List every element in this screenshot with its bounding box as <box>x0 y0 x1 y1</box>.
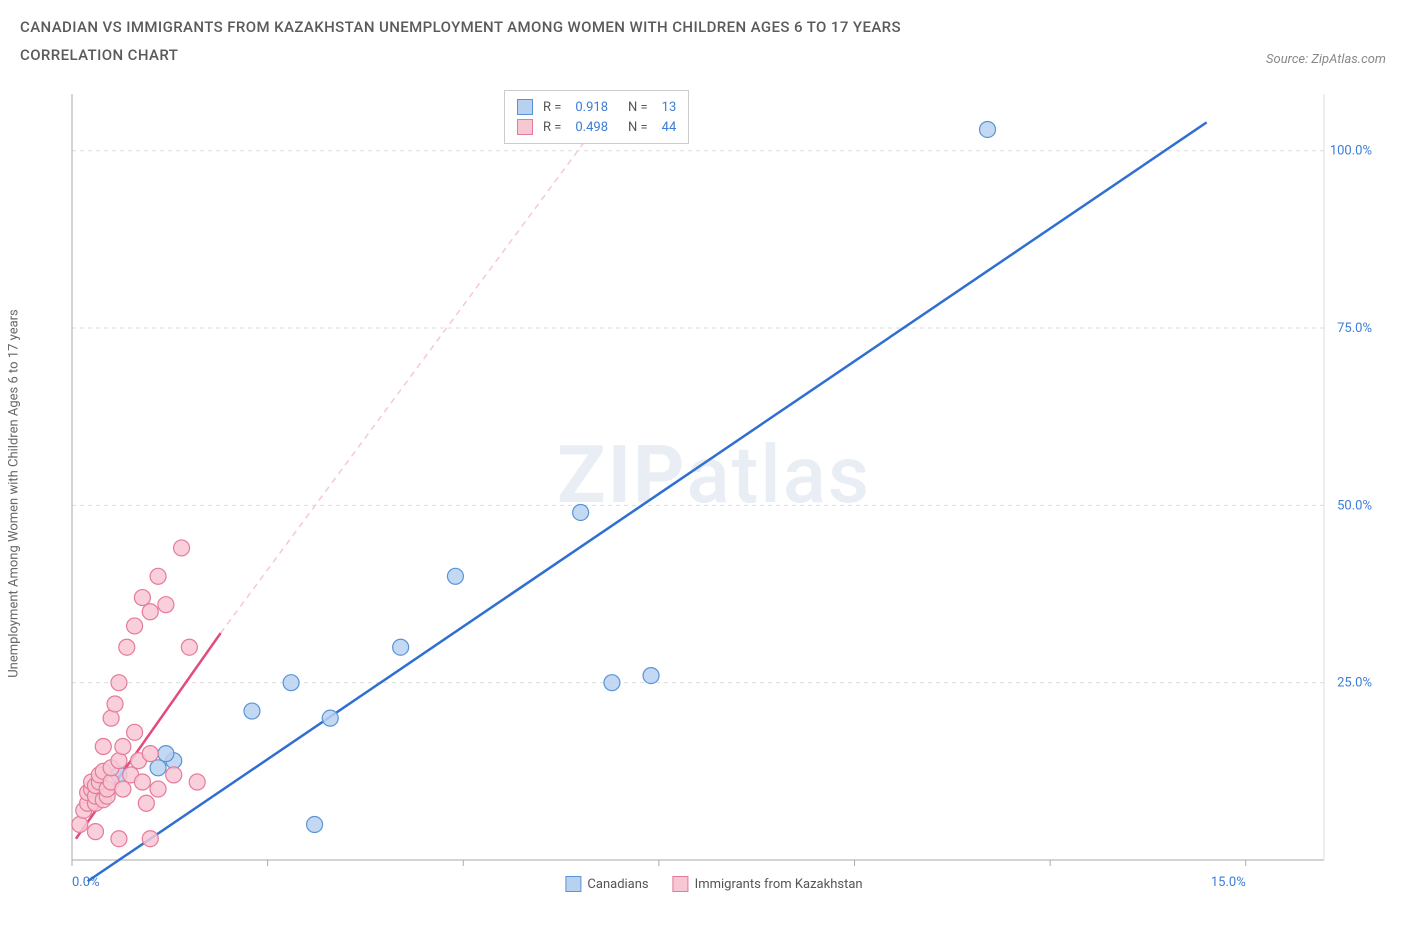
legend-swatch-canadians <box>565 876 581 892</box>
legend-label-canadians: Canadians <box>587 877 648 892</box>
legend-r-value-canadians: 0.918 <box>575 100 608 115</box>
legend-r-label: R = <box>543 120 561 135</box>
svg-text:25.0%: 25.0% <box>1337 676 1372 691</box>
legend-row-canadians: R = 0.918 N = 13 <box>517 97 676 117</box>
chart-title-line1: CANADIAN VS IMMIGRANTS FROM KAZAKHSTAN U… <box>20 18 1386 36</box>
legend-n-label: N = <box>628 120 648 135</box>
svg-text:75.0%: 75.0% <box>1337 321 1372 336</box>
scatter-chart: 0.0%15.0%25.0%50.0%75.0%100.0% <box>44 86 1384 896</box>
legend-swatch-canadians <box>517 99 533 115</box>
legend-n-label: N = <box>628 100 648 115</box>
series-legend: Canadians Immigrants from Kazakhstan <box>565 876 862 892</box>
correlation-legend: R = 0.918 N = 13 R = 0.498 N = 44 <box>504 90 689 144</box>
bottom-legend-kazakhstan: Immigrants from Kazakhstan <box>673 876 863 892</box>
chart-title-line2: CORRELATION CHART <box>20 46 1386 64</box>
legend-label-kazakhstan: Immigrants from Kazakhstan <box>695 877 863 892</box>
bottom-legend-canadians: Canadians <box>565 876 648 892</box>
svg-text:50.0%: 50.0% <box>1337 498 1372 513</box>
svg-text:15.0%: 15.0% <box>1211 875 1246 890</box>
chart-container: Unemployment Among Women with Children A… <box>44 86 1384 896</box>
legend-swatch-kazakhstan <box>673 876 689 892</box>
legend-r-value-kazakhstan: 0.498 <box>575 120 608 135</box>
legend-row-kazakhstan: R = 0.498 N = 44 <box>517 117 676 137</box>
svg-text:100.0%: 100.0% <box>1330 144 1372 159</box>
legend-n-value-canadians: 13 <box>662 100 677 115</box>
legend-swatch-kazakhstan <box>517 119 533 135</box>
legend-n-value-kazakhstan: 44 <box>662 120 677 135</box>
source-attribution: Source: ZipAtlas.com <box>1266 52 1386 67</box>
legend-r-label: R = <box>543 100 561 115</box>
chart-header: CANADIAN VS IMMIGRANTS FROM KAZAKHSTAN U… <box>20 18 1386 64</box>
